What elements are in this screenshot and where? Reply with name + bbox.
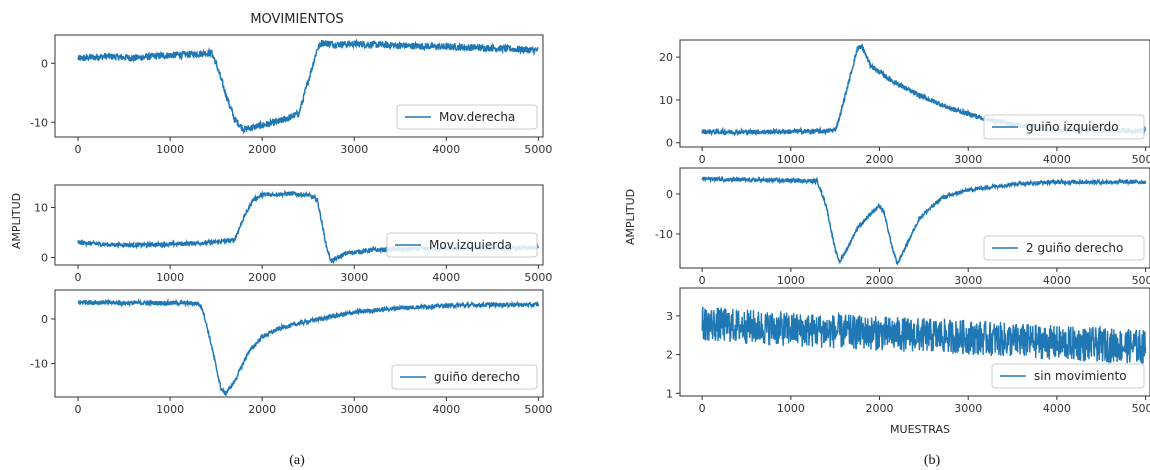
y-tick-label: 0 xyxy=(666,137,673,150)
series-line xyxy=(701,175,1147,266)
y-tick-label: 0 xyxy=(41,313,48,326)
x-tick-label: 1000 xyxy=(777,402,805,415)
panel-sin-movimiento: 0 1000 2000 3000 4000 5000 3 2 1 sin movimiento xyxy=(666,287,1150,415)
legend: sin movimiento xyxy=(991,363,1145,389)
x-tick-label: 1000 xyxy=(777,274,805,287)
x-tick-label: 4000 xyxy=(432,271,460,284)
x-tick-label: 2000 xyxy=(866,153,894,166)
x-tick-label: 1000 xyxy=(156,403,184,416)
y-tick-label: 0 xyxy=(41,252,48,265)
panel-mov-derecha: 0 1000 2000 3000 4000 5000 0 -10 Mov.derecha xyxy=(30,34,552,156)
y-tick-label: 10 xyxy=(34,202,48,215)
y-tick-label: 2 xyxy=(666,349,673,362)
series-line xyxy=(77,298,540,396)
x-tick-label: 4000 xyxy=(432,143,460,156)
axes-frame xyxy=(679,287,1150,397)
legend-label: Mov.derecha xyxy=(439,110,515,124)
x-tick-label: 1000 xyxy=(156,143,184,156)
legend: 2 guiño derecho xyxy=(983,235,1145,261)
x-tick-label: 4000 xyxy=(1043,402,1071,415)
x-tick-label: 2000 xyxy=(248,143,276,156)
panel-2-guino-derecho: 0 1000 2000 3000 4000 5000 0 -10 2 guiño derecho xyxy=(655,167,1150,287)
caption-b: (b) xyxy=(924,453,941,468)
y-tick-label: 0 xyxy=(41,57,48,70)
x-tick-label: 3000 xyxy=(340,271,368,284)
x-tick-label: 0 xyxy=(699,402,706,415)
y-tick-label: 0 xyxy=(666,188,673,201)
x-tick-label: 4000 xyxy=(432,403,460,416)
x-tick-label: 0 xyxy=(699,153,706,166)
legend: guiño derecho xyxy=(391,364,538,390)
x-tick-label: 5000 xyxy=(1132,153,1150,166)
x-tick-label: 5000 xyxy=(1132,274,1150,287)
x-tick-label: 2000 xyxy=(866,402,894,415)
y-tick-label: 3 xyxy=(666,310,673,323)
legend-label: sin movimiento xyxy=(1034,369,1127,383)
x-tick-label: 5000 xyxy=(524,403,552,416)
x-tick-label: 1000 xyxy=(156,271,184,284)
legend-label: 2 guiño derecho xyxy=(1026,241,1123,255)
x-tick-label: 3000 xyxy=(954,274,982,287)
panel-guino-derecho: 0 1000 2000 3000 4000 5000 0 -10 guiño derecho xyxy=(30,289,552,416)
y-tick-label: -10 xyxy=(655,228,673,241)
legend: Mov.izquierda xyxy=(386,232,538,258)
x-tick-label: 3000 xyxy=(340,403,368,416)
x-tick-label: 0 xyxy=(75,143,82,156)
x-tick-label: 1000 xyxy=(777,153,805,166)
x-tick-label: 0 xyxy=(75,403,82,416)
legend-label: Mov.izquierda xyxy=(429,238,512,252)
left-figure-title: MOVIMIENTOS xyxy=(250,12,343,27)
axes-frame xyxy=(679,39,1150,148)
y-tick-label: -10 xyxy=(30,116,48,129)
x-tick-label: 2000 xyxy=(866,274,894,287)
legend: Mov.derecha xyxy=(396,104,538,130)
x-tick-label: 4000 xyxy=(1043,153,1071,166)
y-tick-label: 1 xyxy=(666,387,673,400)
x-tick-label: 3000 xyxy=(954,153,982,166)
axes-frame xyxy=(54,289,544,398)
x-tick-label: 2000 xyxy=(248,403,276,416)
axes-frame xyxy=(679,167,1150,269)
series-line xyxy=(701,306,1147,364)
legend-label: guiño izquierdo xyxy=(1026,120,1119,134)
x-tick-label: 4000 xyxy=(1043,274,1071,287)
x-tick-label: 5000 xyxy=(1132,402,1150,415)
y-tick-label: 20 xyxy=(659,51,673,64)
x-tick-label: 5000 xyxy=(524,143,552,156)
axes-frame xyxy=(54,184,544,266)
right-x-axis-label: MUESTRAS xyxy=(890,423,950,436)
x-tick-label: 2000 xyxy=(248,271,276,284)
panel-guino-izquierdo: 0 1000 2000 3000 4000 5000 20 10 0 guiño izquierd… xyxy=(659,39,1150,166)
caption-a: (a) xyxy=(289,453,305,468)
axes-frame xyxy=(54,34,544,138)
legend-label: guiño derecho xyxy=(434,370,520,384)
x-tick-label: 3000 xyxy=(954,402,982,415)
x-tick-label: 0 xyxy=(699,274,706,287)
x-tick-label: 5000 xyxy=(524,271,552,284)
left-y-axis-label: AMPLITUD xyxy=(10,193,23,249)
x-tick-label: 0 xyxy=(75,271,82,284)
y-tick-label: -10 xyxy=(30,358,48,371)
y-tick-label: 10 xyxy=(659,94,673,107)
legend: guiño izquierdo xyxy=(983,114,1145,140)
x-tick-label: 3000 xyxy=(340,143,368,156)
panel-mov-izquierda: 0 1000 2000 3000 4000 5000 10 0 Mov.izquierda xyxy=(34,184,552,284)
right-y-axis-label: AMPLITUD xyxy=(624,189,637,245)
series-line xyxy=(77,38,539,135)
